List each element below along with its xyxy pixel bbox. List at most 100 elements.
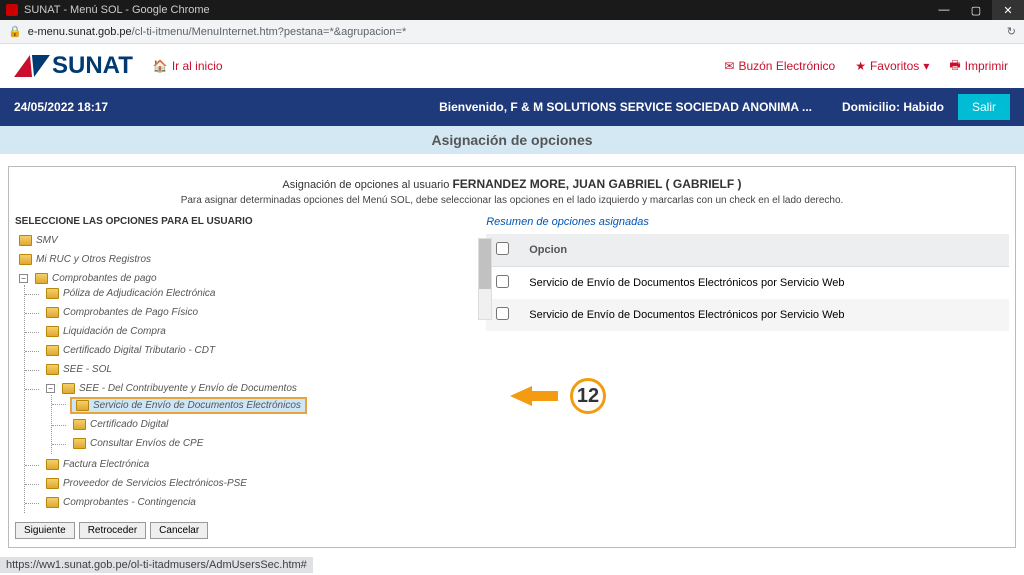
url-path: /cl-ti-itmenu/MenuInternet.htm?pestana=*… [132, 26, 407, 38]
datetime: 24/05/2022 18:17 [14, 100, 108, 114]
tree-label: Comprobantes - Contingencia [63, 497, 196, 508]
column-header: Opcion [519, 234, 1009, 267]
mail-icon: ✉ [724, 59, 734, 73]
buzon-link[interactable]: ✉ Buzón Electrónico [724, 59, 835, 73]
row-label: Servicio de Envío de Documentos Electrón… [519, 299, 1009, 331]
tree-node[interactable]: SMV [16, 234, 61, 247]
home-icon: 🏠 [153, 59, 168, 73]
tree-label: SMV [36, 235, 58, 246]
tree-label: Liquidación de Compra [63, 326, 166, 337]
folder-icon [46, 345, 59, 356]
imprimir-link[interactable]: 🖶 Imprimir [949, 56, 1008, 77]
tree-label: Certificado Digital [90, 419, 168, 430]
folder-icon [19, 254, 32, 265]
right-section-title: Resumen de opciones asignadas [486, 216, 1009, 228]
tree-label: Factura Electrónica [63, 459, 149, 470]
favicon-icon [6, 4, 18, 16]
tree-node[interactable]: Liquidación de Compra [43, 325, 169, 338]
assign-title: Asignación de opciones al usuario FERNAN… [15, 177, 1009, 191]
folder-icon [73, 419, 86, 430]
assign-subtitle: Para asignar determinadas opciones del M… [15, 195, 1009, 206]
scrollbar[interactable] [478, 238, 492, 320]
tree-node[interactable]: Mi RUC y Otros Registros [16, 253, 154, 266]
minimize-button[interactable]: — [928, 0, 960, 20]
star-icon: ★ [855, 59, 866, 73]
tree-label: SEE - SOL [63, 364, 112, 375]
options-tree[interactable]: SMV Mi RUC y Otros Registros − Comprobant… [15, 231, 472, 516]
scrollbar-thumb[interactable] [479, 239, 491, 289]
tree-node[interactable]: Certificado Digital Tributario - CDT [43, 344, 218, 357]
salir-button[interactable]: Salir [958, 94, 1010, 120]
folder-icon [35, 273, 48, 284]
tree-label: Consultar Envíos de CPE [90, 438, 203, 449]
folder-icon [46, 326, 59, 337]
maximize-button[interactable]: ▢ [960, 0, 992, 20]
folder-icon [62, 383, 75, 394]
home-label: Ir al inicio [172, 59, 223, 73]
sunat-logo[interactable]: SUNAT [16, 52, 133, 80]
table-row: Servicio de Envío de Documentos Electrón… [486, 267, 1009, 300]
browser-titlebar: SUNAT - Menú SOL - Google Chrome — ▢ ✕ [0, 0, 1024, 20]
tree-label: Servicio de Envío de Documentos Electrón… [93, 400, 301, 411]
close-button[interactable]: ✕ [992, 0, 1024, 20]
retroceder-button[interactable]: Retroceder [79, 522, 146, 539]
window-controls: — ▢ ✕ [928, 0, 1024, 20]
welcome-text: Bienvenido, F & M SOLUTIONS SERVICE SOCI… [439, 100, 812, 114]
tree-node[interactable]: Proveedor de Servicios Electrónicos-PSE [43, 477, 250, 490]
tree-node-selected[interactable]: Servicio de Envío de Documentos Electrón… [70, 397, 307, 414]
page-title-bar: Asignación de opciones [0, 126, 1024, 154]
imprimir-label: Imprimir [965, 59, 1008, 73]
buzon-label: Buzón Electrónico [738, 59, 835, 73]
lock-icon: 🔒 [8, 25, 22, 38]
domicilio-text: Domicilio: Habido [842, 100, 944, 114]
cancelar-button[interactable]: Cancelar [150, 522, 208, 539]
tree-node[interactable]: Consultar Envíos de CPE [70, 437, 206, 450]
siguiente-button[interactable]: Siguiente [15, 522, 75, 539]
tree-node[interactable]: SEE - SOL [43, 363, 115, 376]
url-bar[interactable]: 🔒 e-menu.sunat.gob.pe/cl-ti-itmenu/MenuI… [0, 20, 1024, 44]
tree-node[interactable]: Comprobantes de Pago Físico [43, 306, 201, 319]
options-summary-table: Opcion Servicio de Envío de Documentos E… [486, 234, 1009, 331]
browser-title: SUNAT - Menú SOL - Google Chrome [24, 4, 210, 16]
row-checkbox[interactable] [496, 275, 509, 288]
site-header: SUNAT 🏠 Ir al inicio ✉ Buzón Electrónico… [0, 44, 1024, 88]
chevron-down-icon: ▾ [923, 59, 929, 73]
page-title: Asignación de opciones [431, 132, 592, 148]
url-domain: e-menu.sunat.gob.pe [28, 26, 132, 38]
folder-icon [76, 400, 89, 411]
folder-icon [46, 307, 59, 318]
browser-statusbar: https://ww1.sunat.gob.pe/ol-ti-itadmuser… [0, 557, 313, 573]
assign-user: FERNANDEZ MORE, JUAN GABRIEL ( GABRIELF … [452, 177, 741, 191]
home-link[interactable]: 🏠 Ir al inicio [153, 59, 223, 73]
collapse-icon[interactable]: − [46, 384, 55, 393]
tree-label: Comprobantes de Pago Físico [63, 307, 198, 318]
tree-node[interactable]: Póliza de Adjudicación Electrónica [43, 287, 219, 300]
tree-label: Póliza de Adjudicación Electrónica [63, 288, 216, 299]
folder-icon [46, 288, 59, 299]
collapse-icon[interactable]: − [19, 274, 28, 283]
tree-label: Mi RUC y Otros Registros [36, 254, 151, 265]
main-panel: Asignación de opciones al usuario FERNAN… [8, 166, 1016, 548]
wizard-actions: Siguiente Retroceder Cancelar [15, 522, 472, 539]
assign-title-prefix: Asignación de opciones al usuario [282, 179, 449, 191]
tree-node[interactable]: −SEE - Del Contribuyente y Envío de Docu… [43, 382, 300, 395]
folder-icon [46, 459, 59, 470]
tree-label: Certificado Digital Tributario - CDT [63, 345, 215, 356]
tree-node[interactable]: − Comprobantes de pago [16, 272, 160, 285]
tree-node[interactable]: Certificado Digital [70, 418, 171, 431]
print-icon: 🖶 [949, 56, 960, 77]
table-row: Servicio de Envío de Documentos Electrón… [486, 299, 1009, 331]
extension-icon[interactable]: ↻ [1007, 25, 1016, 38]
folder-icon [46, 364, 59, 375]
favoritos-label: Favoritos [870, 59, 919, 73]
tree-node[interactable]: Comprobantes - Contingencia [43, 496, 199, 509]
tree-node[interactable]: Factura Electrónica [43, 458, 152, 471]
logo-mark-icon [16, 55, 48, 77]
favoritos-link[interactable]: ★ Favoritos ▾ [855, 59, 929, 73]
row-checkbox[interactable] [496, 307, 509, 320]
tree-label: Comprobantes de pago [52, 273, 157, 284]
tree-label: Proveedor de Servicios Electrónicos-PSE [63, 478, 247, 489]
folder-icon [19, 235, 32, 246]
row-label: Servicio de Envío de Documentos Electrón… [519, 267, 1009, 300]
select-all-checkbox[interactable] [496, 242, 509, 255]
